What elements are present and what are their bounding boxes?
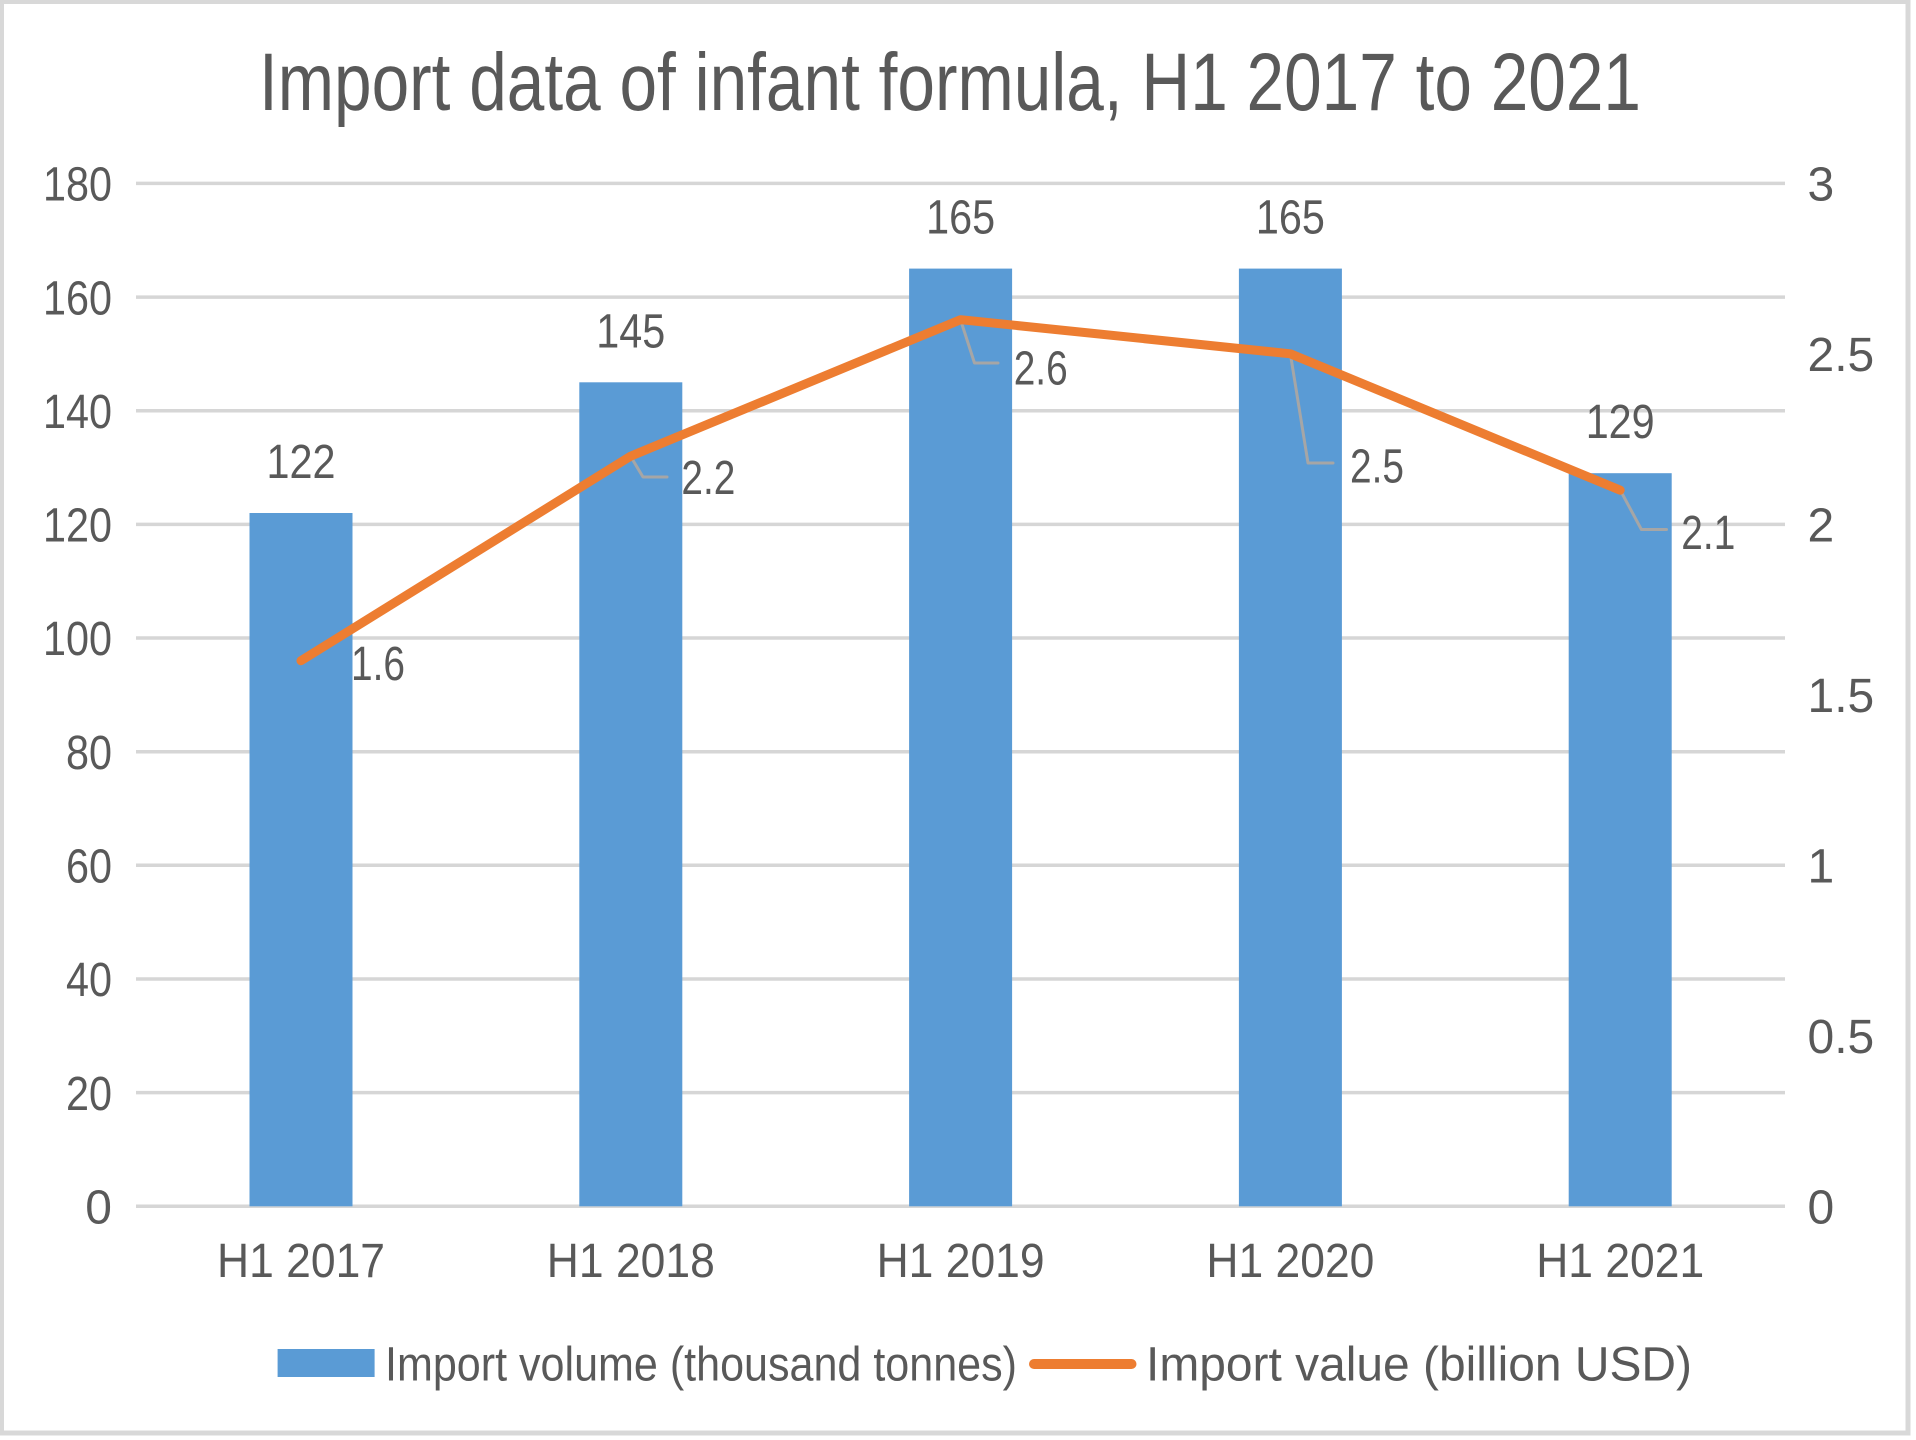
- svg-text:165: 165: [1256, 192, 1325, 245]
- svg-text:2.5: 2.5: [1808, 329, 1875, 382]
- svg-text:122: 122: [267, 436, 336, 489]
- svg-text:165: 165: [926, 192, 995, 245]
- svg-text:H1 2020: H1 2020: [1206, 1235, 1374, 1288]
- svg-text:180: 180: [43, 159, 112, 212]
- svg-text:60: 60: [66, 841, 112, 894]
- svg-text:140: 140: [43, 386, 112, 439]
- svg-text:20: 20: [66, 1068, 112, 1121]
- svg-text:145: 145: [596, 305, 665, 358]
- svg-text:2: 2: [1808, 500, 1835, 553]
- svg-text:H1 2019: H1 2019: [877, 1235, 1045, 1288]
- svg-text:2.6: 2.6: [1014, 343, 1068, 396]
- svg-text:120: 120: [43, 500, 112, 553]
- svg-text:H1 2017: H1 2017: [217, 1235, 385, 1288]
- svg-text:129: 129: [1586, 396, 1655, 449]
- svg-text:Import data of infant formula,: Import data of infant formula, H1 2017 t…: [259, 37, 1641, 128]
- svg-text:2.2: 2.2: [681, 452, 735, 505]
- svg-text:H1 2018: H1 2018: [547, 1235, 715, 1288]
- svg-text:0.5: 0.5: [1808, 1011, 1875, 1064]
- svg-text:0: 0: [85, 1182, 112, 1235]
- svg-text:100: 100: [43, 613, 112, 666]
- svg-text:Import value (billion USD): Import value (billion USD): [1146, 1338, 1692, 1391]
- svg-text:Import volume (thousand tonnes: Import volume (thousand tonnes): [385, 1338, 1017, 1391]
- svg-text:2.5: 2.5: [1350, 441, 1404, 494]
- svg-text:80: 80: [66, 727, 112, 780]
- svg-text:1: 1: [1808, 841, 1835, 894]
- svg-text:160: 160: [43, 272, 112, 325]
- svg-text:1.6: 1.6: [351, 638, 405, 691]
- svg-text:40: 40: [66, 954, 112, 1007]
- svg-text:1.5: 1.5: [1808, 670, 1875, 723]
- svg-text:0: 0: [1808, 1182, 1835, 1235]
- svg-text:2.1: 2.1: [1681, 507, 1735, 560]
- svg-text:H1 2021: H1 2021: [1536, 1235, 1704, 1288]
- svg-text:3: 3: [1808, 159, 1835, 212]
